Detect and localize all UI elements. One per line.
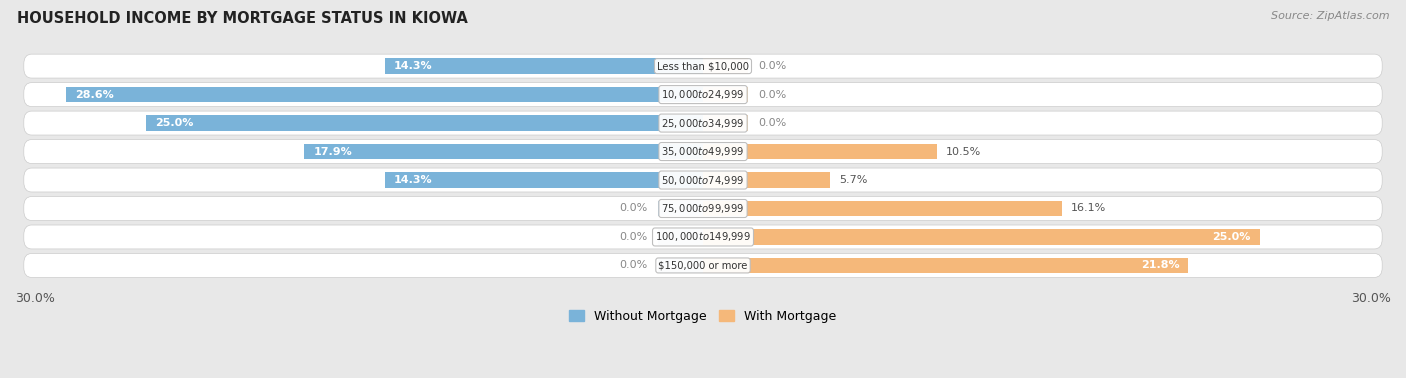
- Text: 21.8%: 21.8%: [1140, 260, 1180, 270]
- Bar: [703, 87, 748, 102]
- Bar: [658, 201, 703, 216]
- Bar: [703, 258, 1188, 273]
- Text: $25,000 to $34,999: $25,000 to $34,999: [661, 116, 745, 130]
- Bar: [385, 172, 703, 188]
- Bar: [703, 172, 830, 188]
- Bar: [146, 115, 703, 131]
- Text: 0.0%: 0.0%: [759, 61, 787, 71]
- Text: 0.0%: 0.0%: [759, 118, 787, 128]
- FancyBboxPatch shape: [24, 168, 1382, 192]
- Bar: [66, 87, 703, 102]
- Text: 0.0%: 0.0%: [759, 90, 787, 99]
- Text: 14.3%: 14.3%: [394, 175, 432, 185]
- Text: $150,000 or more: $150,000 or more: [658, 260, 748, 270]
- Text: 10.5%: 10.5%: [946, 147, 981, 156]
- Bar: [304, 144, 703, 160]
- Bar: [703, 115, 748, 131]
- Text: $35,000 to $49,999: $35,000 to $49,999: [661, 145, 745, 158]
- Bar: [703, 144, 936, 160]
- FancyBboxPatch shape: [24, 254, 1382, 277]
- Text: 0.0%: 0.0%: [619, 203, 647, 214]
- FancyBboxPatch shape: [24, 139, 1382, 164]
- Text: $75,000 to $99,999: $75,000 to $99,999: [661, 202, 745, 215]
- Text: 16.1%: 16.1%: [1070, 203, 1105, 214]
- Text: 0.0%: 0.0%: [619, 232, 647, 242]
- FancyBboxPatch shape: [24, 197, 1382, 220]
- Text: 0.0%: 0.0%: [619, 260, 647, 270]
- Text: 14.3%: 14.3%: [394, 61, 432, 71]
- Text: $10,000 to $24,999: $10,000 to $24,999: [661, 88, 745, 101]
- Text: $100,000 to $149,999: $100,000 to $149,999: [655, 231, 751, 243]
- Bar: [385, 58, 703, 74]
- FancyBboxPatch shape: [24, 111, 1382, 135]
- FancyBboxPatch shape: [24, 225, 1382, 249]
- Legend: Without Mortgage, With Mortgage: Without Mortgage, With Mortgage: [564, 305, 842, 328]
- Bar: [658, 258, 703, 273]
- Bar: [658, 229, 703, 245]
- Text: 25.0%: 25.0%: [155, 118, 194, 128]
- Bar: [703, 229, 1260, 245]
- Text: 28.6%: 28.6%: [75, 90, 114, 99]
- Text: 17.9%: 17.9%: [314, 147, 352, 156]
- Text: Less than $10,000: Less than $10,000: [657, 61, 749, 71]
- Text: $50,000 to $74,999: $50,000 to $74,999: [661, 174, 745, 186]
- FancyBboxPatch shape: [24, 83, 1382, 107]
- Text: 5.7%: 5.7%: [839, 175, 868, 185]
- Text: 25.0%: 25.0%: [1212, 232, 1251, 242]
- Text: Source: ZipAtlas.com: Source: ZipAtlas.com: [1271, 11, 1389, 21]
- Text: HOUSEHOLD INCOME BY MORTGAGE STATUS IN KIOWA: HOUSEHOLD INCOME BY MORTGAGE STATUS IN K…: [17, 11, 468, 26]
- Bar: [703, 201, 1062, 216]
- FancyBboxPatch shape: [24, 54, 1382, 78]
- Bar: [703, 58, 748, 74]
